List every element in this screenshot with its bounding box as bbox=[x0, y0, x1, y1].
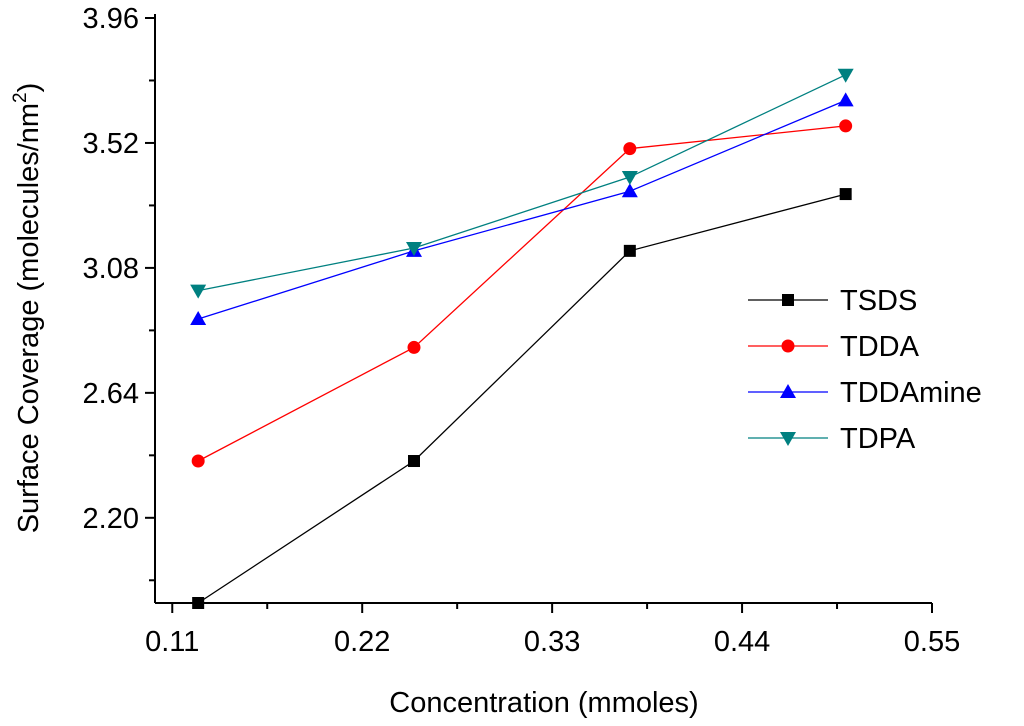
legend: TSDS TDDA TDDAmine TDPA bbox=[748, 285, 982, 455]
data-point-tddamine bbox=[837, 92, 854, 107]
legend-label: TDDAmine bbox=[840, 377, 982, 409]
y-axis-title-main: Surface Coverage (molecules/nm bbox=[13, 103, 45, 533]
data-point-tddamine bbox=[190, 311, 207, 326]
legend-item-tdda: TDDA bbox=[748, 331, 920, 363]
x-tick-label: 0.11 bbox=[145, 626, 199, 658]
series-tdpa bbox=[190, 68, 854, 299]
y-tick-label: 3.08 bbox=[83, 253, 139, 285]
data-point-tdda bbox=[839, 119, 853, 133]
series-tddamine bbox=[190, 92, 854, 326]
y-axis-title: Surface Coverage (molecules/nm2) bbox=[10, 83, 45, 534]
y-axis-title-superscript: 2 bbox=[10, 92, 31, 103]
axes bbox=[154, 14, 932, 604]
data-point-tsds bbox=[408, 455, 420, 468]
data-point-tdpa bbox=[190, 284, 207, 299]
y-axis-ticks: 2.20 2.64 3.08 3.52 3.96 bbox=[83, 3, 155, 582]
legend-marker bbox=[782, 294, 794, 306]
data-point-tsds bbox=[192, 597, 205, 609]
series-line-tddamine bbox=[197, 99, 846, 320]
data-point-tdda bbox=[623, 142, 637, 156]
x-tick-label: 0.44 bbox=[714, 626, 770, 658]
legend-marker bbox=[780, 384, 796, 398]
legend-label: TDPA bbox=[840, 423, 916, 455]
series-tsds bbox=[192, 188, 852, 609]
legend-label: TSDS bbox=[840, 285, 917, 317]
data-point-tsds bbox=[623, 244, 636, 257]
data-point-tddamine bbox=[621, 183, 638, 198]
series-line-tsds bbox=[197, 193, 846, 604]
y-tick-label: 3.96 bbox=[83, 3, 139, 35]
series-layer bbox=[190, 68, 854, 609]
y-axis-title-tail: ) bbox=[13, 83, 45, 93]
data-point-tsds bbox=[839, 188, 852, 201]
legend-label: TDDA bbox=[840, 331, 920, 363]
legend-item-tddamine: TDDAmine bbox=[748, 377, 982, 409]
x-axis-title: Concentration (mmoles) bbox=[389, 687, 698, 719]
y-tick-label: 2.64 bbox=[83, 378, 139, 410]
legend-marker bbox=[780, 432, 796, 446]
x-tick-label: 0.55 bbox=[904, 626, 960, 658]
data-point-tdda bbox=[191, 454, 205, 468]
x-tick-label: 0.33 bbox=[524, 626, 580, 658]
data-point-tdda bbox=[407, 340, 421, 354]
data-point-tdpa bbox=[621, 171, 638, 186]
series-tdda bbox=[191, 119, 853, 468]
legend-marker bbox=[781, 339, 795, 353]
data-point-tdpa bbox=[406, 242, 422, 257]
x-tick-label: 0.22 bbox=[334, 626, 390, 658]
series-line-tdda bbox=[197, 125, 846, 462]
series-line-tdpa bbox=[198, 74, 846, 292]
data-point-tdpa bbox=[837, 68, 854, 83]
y-tick-label: 2.20 bbox=[83, 503, 139, 535]
legend-item-tsds: TSDS bbox=[748, 285, 917, 317]
y-tick-label: 3.52 bbox=[83, 128, 139, 160]
x-axis-ticks: 0.11 0.22 0.33 0.44 0.55 bbox=[145, 603, 960, 658]
legend-item-tdpa: TDPA bbox=[748, 423, 916, 455]
